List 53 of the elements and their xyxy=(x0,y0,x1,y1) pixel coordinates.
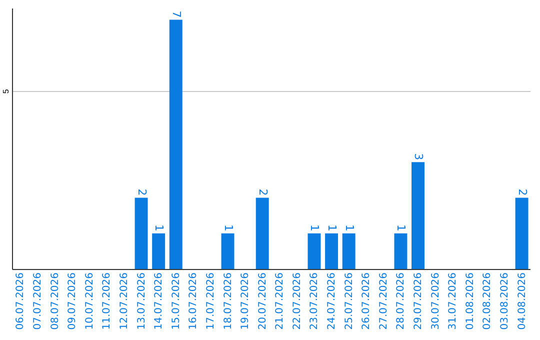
x-tick-label: 21.07.2026 xyxy=(274,272,286,330)
x-tick-label: 03.08.2026 xyxy=(499,272,510,330)
x-tick-label: 14.07.2026 xyxy=(154,272,165,330)
x-tick-label: 18.07.2026 xyxy=(222,272,234,330)
bar xyxy=(169,20,182,269)
x-tick-label: 02.08.2026 xyxy=(482,272,494,330)
bar xyxy=(412,162,424,269)
x-tick-label: 13.07.2026 xyxy=(136,272,148,330)
bar xyxy=(325,233,338,269)
x-tick-label: 26.07.2026 xyxy=(361,272,372,330)
x-tick-label: 30.07.2026 xyxy=(430,272,442,330)
bar xyxy=(152,233,166,269)
x-tick-label: 11.07.2026 xyxy=(102,272,113,330)
data-label: 2 xyxy=(516,188,529,196)
x-tick-label: 24.07.2026 xyxy=(326,272,338,330)
x-tick-label: 20.07.2026 xyxy=(257,272,268,330)
bar xyxy=(134,198,148,269)
bar xyxy=(256,198,269,269)
x-tick-label: 07.07.2026 xyxy=(32,272,44,330)
x-tick-label: 15.07.2026 xyxy=(170,272,182,330)
x-tick-label: 01.08.2026 xyxy=(464,272,476,330)
y-tick-label: 5 xyxy=(2,88,10,94)
data-label: 1 xyxy=(342,224,356,232)
x-tick-label: 10.07.2026 xyxy=(84,272,96,330)
x-tick-label: 09.07.2026 xyxy=(67,272,78,330)
x-tick-label: 08.07.2026 xyxy=(50,272,61,330)
x-tick-label: 19.07.2026 xyxy=(240,272,252,330)
x-tick-label: 12.07.2026 xyxy=(118,272,130,330)
x-tick-label: 29.07.2026 xyxy=(413,272,424,330)
x-tick-label: 31.07.2026 xyxy=(448,272,459,330)
x-tick-label: 16.07.2026 xyxy=(188,272,200,330)
bar xyxy=(342,233,356,269)
data-label: 1 xyxy=(222,224,235,232)
data-label: 7 xyxy=(170,10,183,18)
data-label: 1 xyxy=(394,224,408,232)
bar xyxy=(394,233,408,269)
x-tick-label: 04.08.2026 xyxy=(516,272,528,330)
bar xyxy=(515,198,528,269)
x-tick-label: 17.07.2026 xyxy=(205,272,216,330)
x-tick-label: 27.07.2026 xyxy=(378,272,390,330)
data-label: 1 xyxy=(152,224,166,232)
x-tick-label: 28.07.2026 xyxy=(396,272,407,330)
data-label: 2 xyxy=(256,188,270,196)
x-tick-label: 23.07.2026 xyxy=(309,272,320,330)
x-tick-label: 25.07.2026 xyxy=(344,272,355,330)
x-tick-label: 06.07.2026 xyxy=(15,272,26,330)
data-label: 2 xyxy=(135,188,148,196)
x-tick-label: 22.07.2026 xyxy=(292,272,303,330)
data-label: 3 xyxy=(412,153,426,160)
bar xyxy=(308,233,321,269)
data-label: 1 xyxy=(326,224,339,232)
bar xyxy=(221,233,234,269)
data-label: 1 xyxy=(308,224,322,232)
